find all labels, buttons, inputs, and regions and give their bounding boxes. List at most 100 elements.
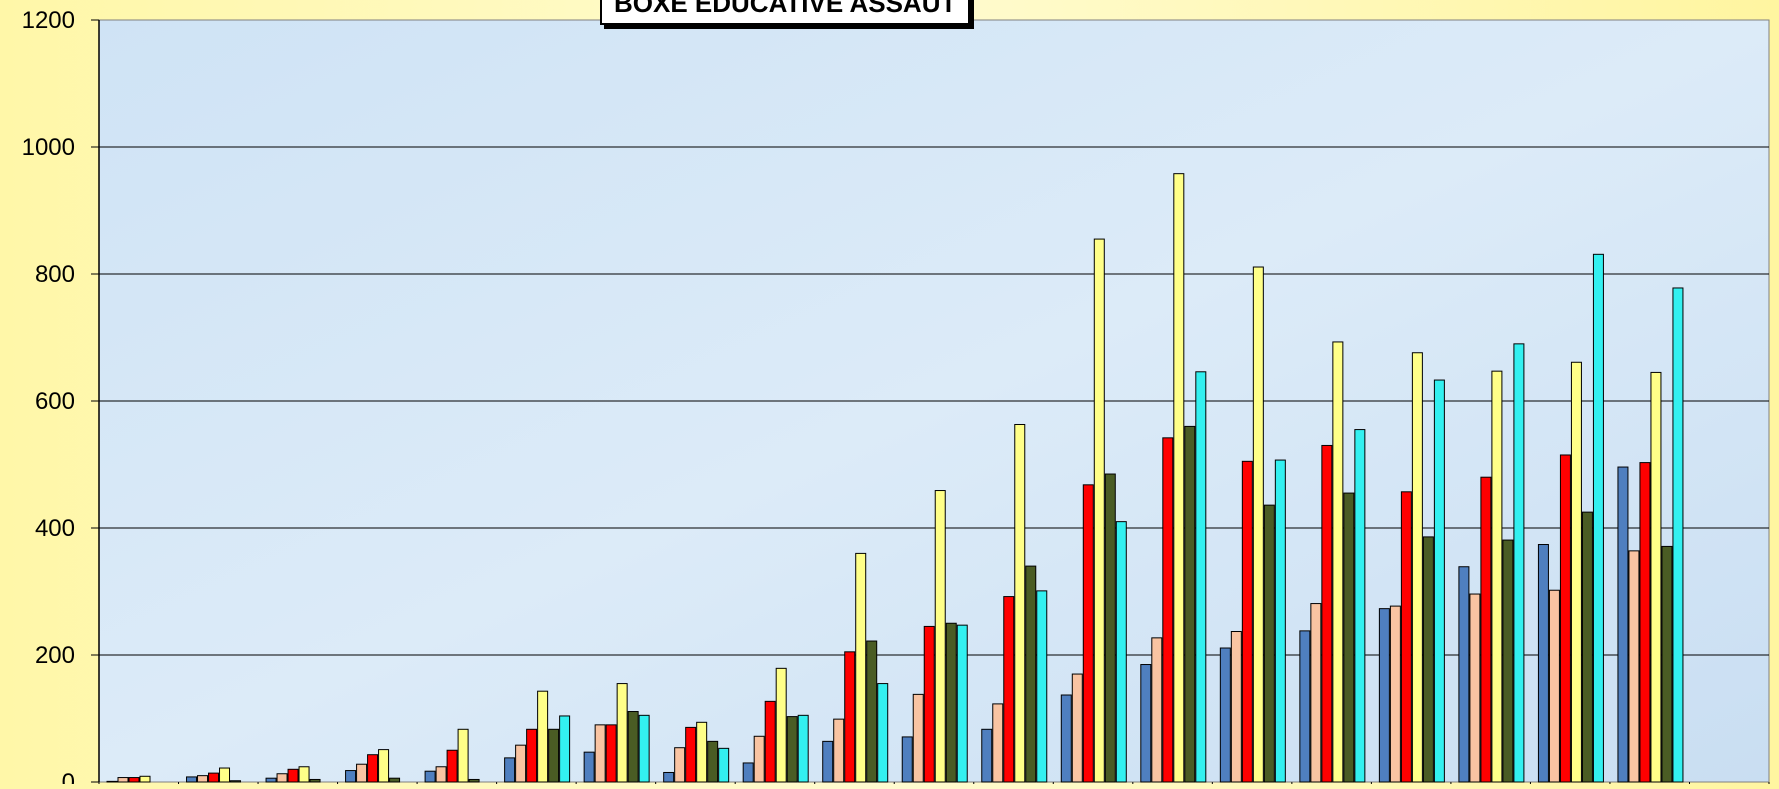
bar [1628, 550, 1640, 783]
bar [1639, 462, 1651, 783]
bar [594, 724, 606, 783]
bar [1184, 425, 1196, 783]
bar [1650, 371, 1662, 783]
bar [1433, 379, 1445, 783]
bar [1502, 539, 1514, 783]
bar [1321, 444, 1333, 783]
bar [424, 770, 436, 783]
bar [956, 624, 968, 783]
bar [1003, 596, 1015, 783]
bar [844, 651, 856, 783]
bar [1617, 466, 1629, 783]
bar [718, 747, 730, 783]
bar [1343, 492, 1355, 783]
y-tick-label: 0 [62, 769, 75, 784]
bar [1173, 173, 1185, 783]
bar [1219, 647, 1231, 783]
bar [638, 714, 650, 783]
y-tick-label: 600 [35, 388, 75, 415]
bar [1548, 589, 1560, 783]
bar [707, 740, 719, 783]
bar [298, 766, 310, 783]
bar [822, 740, 834, 783]
y-tick-label: 1200 [22, 7, 75, 34]
bar [435, 766, 447, 783]
bar [1411, 352, 1423, 783]
bar [1469, 593, 1481, 783]
bar [833, 718, 845, 783]
bar [1252, 266, 1264, 783]
bar [1310, 603, 1322, 783]
bar [981, 728, 993, 783]
bar [775, 667, 787, 783]
bar [128, 777, 140, 783]
y-tick-label: 400 [35, 515, 75, 542]
bar [1071, 673, 1083, 783]
bar [1332, 341, 1344, 783]
bar [1025, 565, 1037, 783]
bar [583, 751, 595, 783]
bar [1274, 459, 1286, 783]
bars [106, 173, 1684, 783]
bar [797, 714, 809, 783]
bar [367, 754, 379, 783]
bar [742, 762, 754, 783]
bar [106, 780, 118, 783]
bar [1241, 460, 1253, 783]
bar [866, 640, 878, 783]
bar [696, 721, 708, 783]
bar [1513, 343, 1525, 783]
bar [1581, 511, 1593, 783]
bar [1115, 521, 1127, 783]
bar [616, 683, 628, 783]
bar [537, 690, 549, 783]
bar [992, 703, 1004, 783]
bar [1151, 637, 1163, 783]
bar [1195, 371, 1207, 783]
bar [627, 711, 639, 783]
bar [1104, 473, 1116, 783]
bar [1140, 664, 1152, 783]
bar [356, 763, 368, 783]
chart-title: BOXE EDUCATIVE ASSAUT [600, 0, 971, 25]
bar [605, 724, 617, 783]
bar [515, 744, 527, 783]
bar [1354, 429, 1366, 783]
bar [526, 728, 538, 783]
bar [1230, 631, 1242, 783]
bar [786, 716, 798, 783]
bar [923, 625, 935, 783]
bar [309, 778, 321, 783]
bar [1480, 476, 1492, 783]
bar [855, 552, 867, 783]
bar [219, 767, 231, 783]
bar [1014, 423, 1026, 783]
bar [186, 776, 198, 783]
bar [1559, 454, 1571, 783]
bar [901, 736, 913, 783]
bar [1661, 545, 1673, 783]
bar [1422, 536, 1434, 783]
bar [1537, 544, 1549, 783]
bar [345, 770, 357, 783]
bar [1389, 605, 1401, 783]
bar [1400, 491, 1412, 783]
bar [276, 773, 288, 783]
bar [208, 772, 220, 783]
bar [117, 777, 129, 783]
bar [457, 728, 469, 783]
bar [1592, 253, 1604, 783]
bar [548, 728, 560, 783]
bar [753, 735, 765, 783]
bar [559, 715, 571, 783]
y-tick-label: 200 [35, 642, 75, 669]
bar [1570, 361, 1582, 783]
axes: 0 200 400 600 800 1000 1200 [22, 7, 1770, 789]
bar [265, 777, 277, 783]
bar [764, 700, 776, 783]
bar [139, 775, 151, 783]
bar [1060, 694, 1072, 783]
bar [934, 490, 946, 783]
